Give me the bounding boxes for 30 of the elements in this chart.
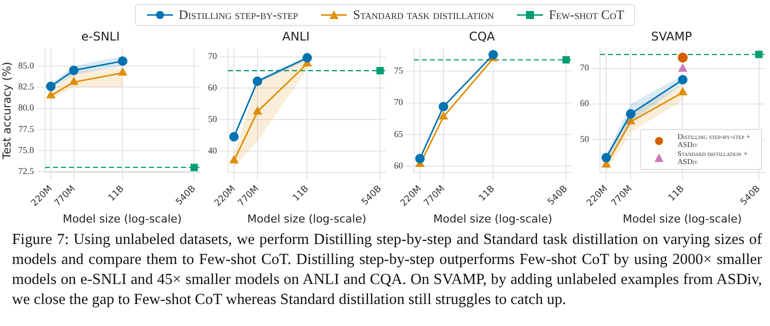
y-tick-label: 75.0 bbox=[18, 144, 34, 155]
legend-label: Distilling step-by-step bbox=[178, 7, 298, 23]
x-axis-title: Model size (log-scale) bbox=[247, 212, 366, 226]
y-tick-label: 70 bbox=[580, 62, 590, 73]
x-axis-title: Model size (log-scale) bbox=[433, 212, 552, 226]
legend-label: Few-shot CoT bbox=[548, 7, 624, 23]
y-tick-label: 60 bbox=[394, 160, 404, 171]
y-tick-label: 60 bbox=[580, 98, 590, 108]
caption: Figure 7: Using unlabeled datasets, we perform Distilling step-by-step and Standard task distillation on varying sizes of models and compare them to Few-shot CoT. Distilling step-by-step outperforms Few-shot CoT by using 2000× smaller models on e-SNLI and 45× smaller models on ANLI and CQA. On SVAMP, by adding unlabeled examples from ASDiv, we close the gap to Few-shot CoT whereas Standard distillation still struggles to catch up. bbox=[12, 230, 762, 310]
legend-label: Standard task distillation bbox=[353, 7, 494, 23]
y-tick-label: 82.5 bbox=[18, 82, 34, 92]
y-tick-label: 75 bbox=[394, 66, 404, 76]
y-tick-label: 77.5 bbox=[18, 124, 34, 134]
chart-title: ANLI bbox=[282, 29, 310, 44]
y-tick-label: 80.0 bbox=[18, 102, 34, 113]
y-tick-label: 85.0 bbox=[18, 60, 34, 70]
y-tick-label: 50 bbox=[580, 134, 590, 144]
y-tick-label: 50 bbox=[208, 114, 218, 124]
y-tick-label: 70 bbox=[394, 97, 404, 108]
x-axis-title: Model size (log-scale) bbox=[62, 212, 182, 226]
chart-title: SVAMP bbox=[651, 29, 692, 44]
y-axis-title: Test accuracy (%) bbox=[0, 62, 14, 160]
y-tick-label: 72.5 bbox=[18, 166, 34, 176]
y-tick-label: 40 bbox=[208, 145, 218, 156]
chart-title: e-SNLI bbox=[81, 29, 120, 44]
y-tick-label: 65 bbox=[394, 128, 404, 139]
y-tick-label: 60 bbox=[208, 82, 218, 93]
chart-title: CQA bbox=[468, 29, 496, 44]
y-tick-label: 70 bbox=[208, 51, 218, 62]
x-axis-title: Model size (log-scale) bbox=[622, 212, 742, 226]
